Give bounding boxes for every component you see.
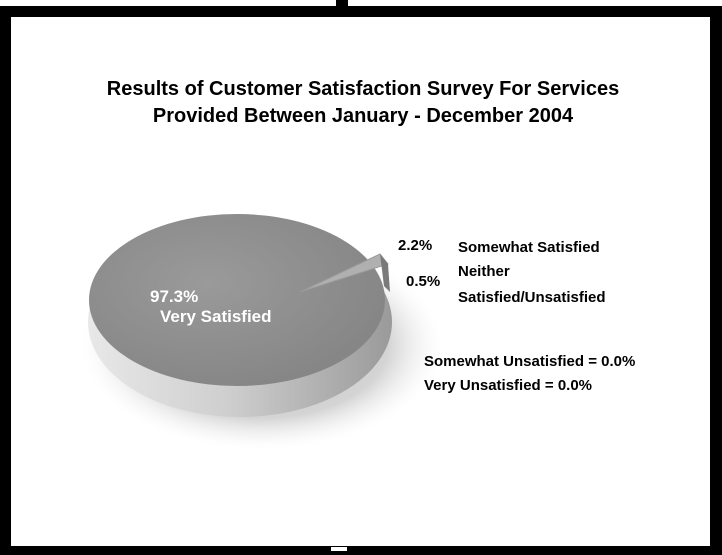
slice-neither [380,254,390,292]
slice-label-somewhat-satisfied-pct: 2.2% [398,237,432,254]
slice-label-neither-name-1: Neither [458,263,510,280]
slice-label-somewhat-satisfied-name: Somewhat Satisfied [458,239,600,256]
frame-bottom-gap [331,547,347,551]
note-somewhat-unsatisfied: Somewhat Unsatisfied = 0.0% [424,353,635,370]
frame-top-tab [336,0,348,12]
slice-label-neither-name-2: Satisfied/Unsatisfied [458,289,606,306]
chart-subtitle: Provided Between January - December 2004 [153,105,574,127]
slice-label-neither-pct: 0.5% [406,273,440,290]
note-very-unsatisfied: Very Unsatisfied = 0.0% [424,377,592,394]
slice-label-very-satisfied-pct: 97.3% [150,287,198,306]
slice-label-very-satisfied-name: Very Satisfied [160,307,272,326]
pie-top [89,214,385,386]
chart-title: Results of Customer Satisfaction Survey … [107,78,619,100]
